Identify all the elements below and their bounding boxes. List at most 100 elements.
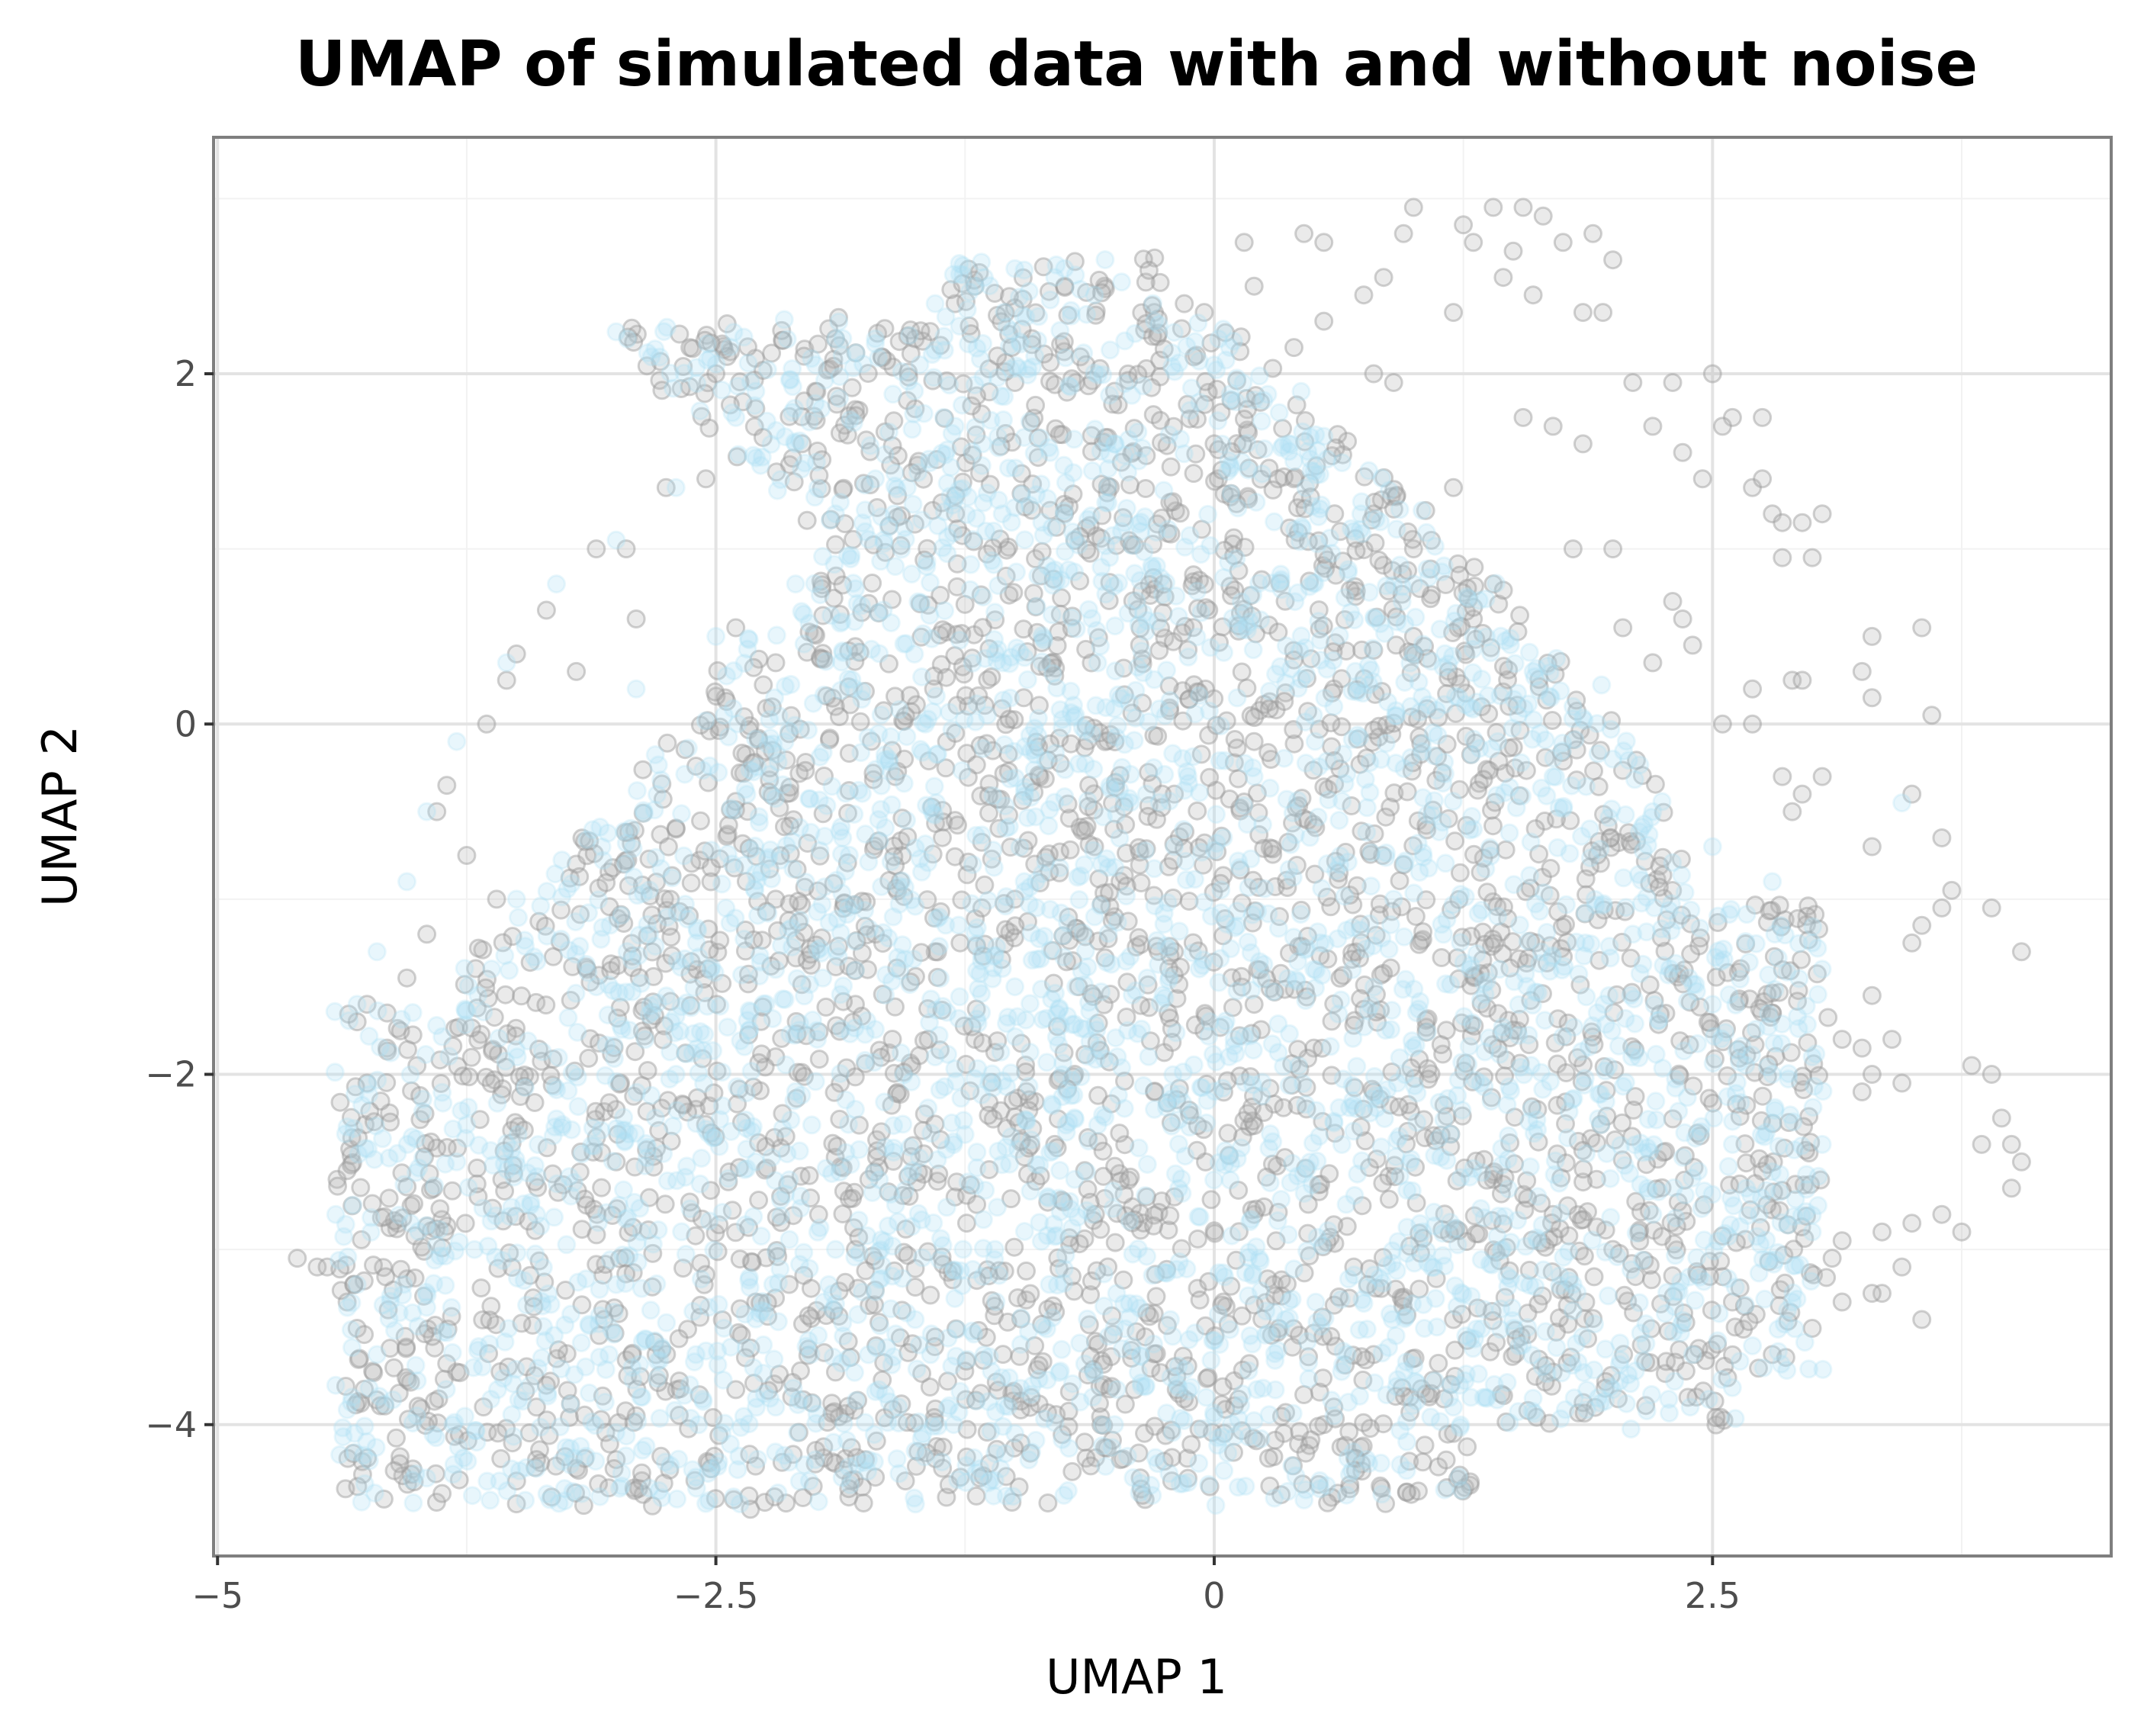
scatter-point <box>1101 1347 1121 1367</box>
scatter-point <box>953 1239 973 1259</box>
scatter-point <box>1603 250 1623 270</box>
scatter-point <box>1144 859 1164 879</box>
scatter-point <box>1547 1338 1567 1358</box>
scatter-point <box>734 1037 754 1056</box>
scatter-point <box>721 799 741 818</box>
scatter-point <box>447 731 467 751</box>
scatter-point <box>1129 1138 1149 1158</box>
scatter-point <box>1077 282 1096 302</box>
scatter-point <box>1064 429 1084 449</box>
scatter-point <box>1670 1340 1689 1359</box>
scatter-point <box>1962 1056 1982 1075</box>
scatter-point <box>797 510 817 530</box>
scatter-point <box>1518 931 1538 951</box>
scatter-point <box>1144 758 1164 777</box>
scatter-point <box>1464 844 1483 864</box>
scatter-point <box>341 1320 361 1339</box>
scatter-point <box>1238 1104 1258 1124</box>
scatter-point <box>531 1417 551 1437</box>
scatter-point <box>667 951 687 971</box>
scatter-point <box>1730 969 1750 989</box>
scatter-point <box>1603 1239 1623 1259</box>
scatter-point <box>1523 285 1543 305</box>
scatter-point <box>739 1270 759 1290</box>
scatter-point <box>975 268 994 288</box>
scatter-point <box>667 1101 687 1120</box>
scatter-point <box>1712 416 1732 436</box>
scatter-point <box>590 1487 609 1506</box>
scatter-point <box>1095 276 1114 296</box>
scatter-point <box>1209 972 1229 992</box>
scatter-point <box>1792 513 1812 532</box>
scatter-point <box>1450 1417 1470 1437</box>
scatter-point <box>1245 901 1265 921</box>
scatter-point <box>1078 600 1098 619</box>
scatter-point <box>1275 692 1294 712</box>
scatter-point <box>846 343 866 363</box>
scatter-point <box>1075 941 1095 961</box>
scatter-point <box>1139 260 1159 280</box>
scatter-point <box>1812 504 1832 524</box>
scatter-point <box>1789 969 1809 989</box>
scatter-point <box>1415 1435 1435 1455</box>
scatter-point <box>1932 828 1952 847</box>
scatter-point <box>1087 526 1106 546</box>
scatter-point <box>1782 802 1802 821</box>
scatter-point <box>829 707 849 727</box>
scatter-point <box>495 946 515 966</box>
scatter-point <box>1673 609 1692 628</box>
scatter-point <box>1426 1288 1445 1308</box>
scatter-point <box>1852 1038 1872 1058</box>
scatter-point <box>1091 636 1111 656</box>
scatter-point <box>317 1257 337 1277</box>
scatter-point <box>1500 823 1519 843</box>
scatter-point <box>1384 713 1403 733</box>
scatter-point <box>1371 1137 1391 1157</box>
scatter-point <box>1140 1307 1159 1326</box>
scatter-point <box>1065 1065 1085 1084</box>
scatter-point <box>825 329 845 349</box>
scatter-point <box>1095 250 1115 269</box>
scatter-point <box>927 1437 947 1456</box>
scatter-point <box>940 375 959 395</box>
scatter-point <box>462 1486 482 1506</box>
scatter-point <box>1191 603 1211 622</box>
scatter-point <box>965 276 985 296</box>
scatter-point <box>1591 741 1610 760</box>
scatter-point <box>1577 1144 1596 1163</box>
scatter-point <box>351 1178 371 1198</box>
scatter-point <box>1560 844 1580 863</box>
scatter-point <box>2011 942 2031 962</box>
scatter-point <box>1185 1323 1205 1343</box>
scatter-point <box>1806 1044 1826 1064</box>
scatter-point <box>726 618 746 638</box>
scatter-point <box>1263 480 1283 500</box>
scatter-point <box>1569 1403 1589 1423</box>
scatter-point <box>1129 927 1149 947</box>
minor-gridlines <box>214 137 2111 1556</box>
scatter-point <box>1370 1089 1390 1109</box>
scatter-point <box>1743 679 1763 699</box>
scatter-point <box>1702 837 1722 857</box>
scatter-point <box>1469 1224 1489 1244</box>
scatter-point <box>1655 1364 1675 1384</box>
scatter-point <box>1982 1065 2001 1084</box>
scatter-point <box>1534 1260 1554 1280</box>
scatter-point <box>496 985 516 1005</box>
scatter-point <box>367 1345 387 1365</box>
scatter-point <box>1053 1425 1072 1445</box>
scatter-point <box>442 1181 462 1201</box>
scatter-point <box>567 661 587 681</box>
scatter-point <box>1702 995 1722 1014</box>
scatter-point <box>680 906 699 925</box>
scatter-point <box>1204 1403 1223 1423</box>
scatter-point <box>347 1275 367 1294</box>
scatter-point <box>726 1380 746 1400</box>
scatter-point <box>347 1012 367 1032</box>
scatter-point <box>1309 757 1329 776</box>
scatter-point <box>844 1218 863 1238</box>
scatter-point <box>1621 1374 1641 1394</box>
scatter-point <box>749 1191 769 1210</box>
scatter-point <box>1324 1397 1344 1417</box>
scatter-point <box>1221 939 1240 959</box>
